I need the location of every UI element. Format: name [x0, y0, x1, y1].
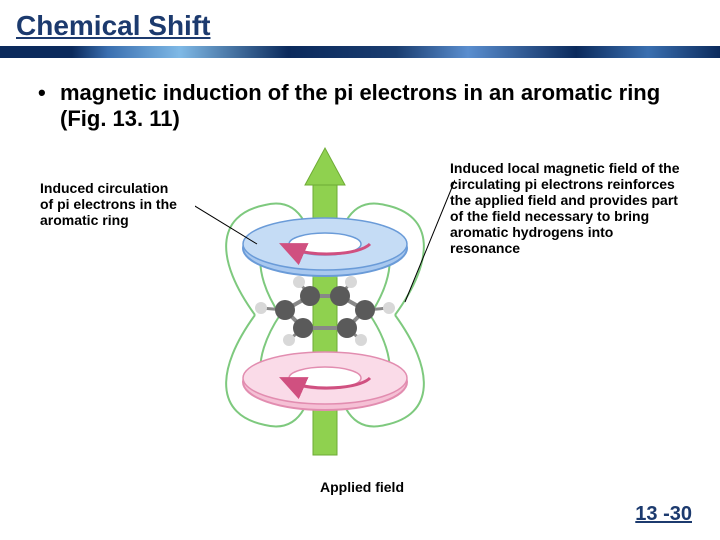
figure-left-label: Induced circulation of pi electrons in t… [40, 180, 185, 228]
applied-field-arrowhead [305, 148, 345, 185]
page-title: Chemical Shift [0, 0, 720, 42]
title-bar: Chemical Shift [0, 0, 720, 60]
figure-container: Induced circulation of pi electrons in t… [40, 140, 680, 500]
bullet-text: magnetic induction of the pi electrons i… [0, 60, 720, 132]
figure-right-label: Induced local magnetic field of the circ… [450, 160, 680, 256]
accent-band [0, 46, 720, 58]
page-number: 13 -30 [635, 503, 692, 526]
aromatic-ring-diagram [195, 140, 455, 490]
bottom-torus [243, 352, 407, 410]
leader-line-right [405, 180, 455, 302]
top-torus [243, 218, 407, 276]
